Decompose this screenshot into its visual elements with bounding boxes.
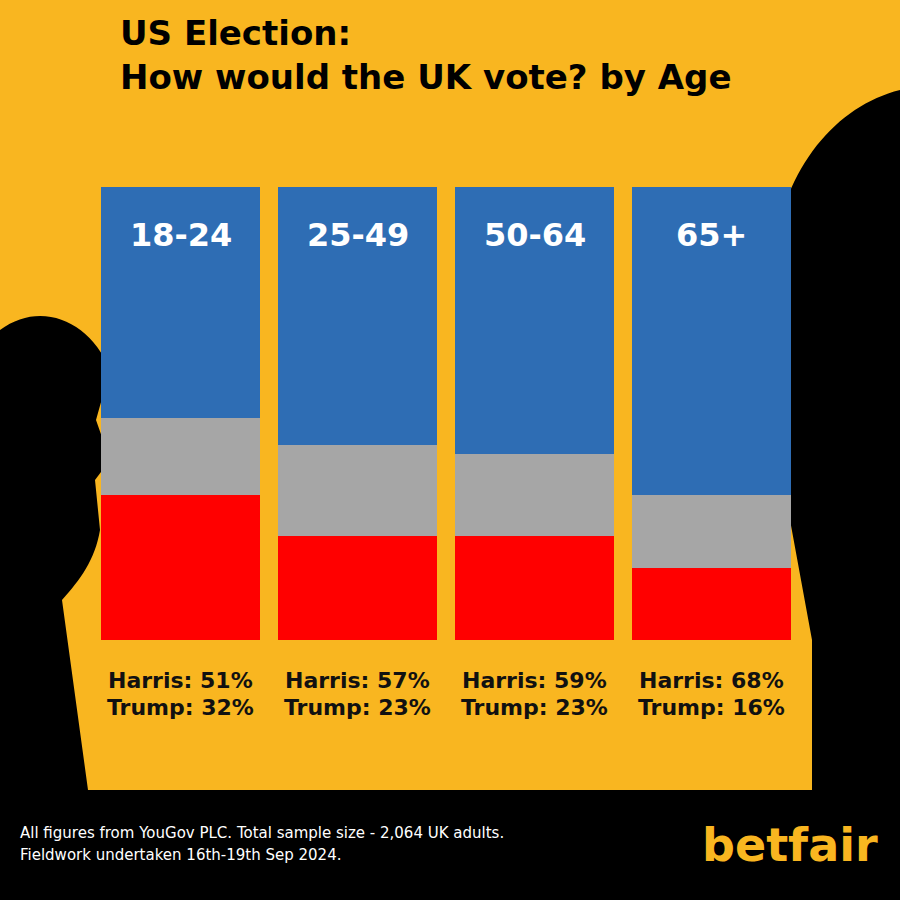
svg-text:US Election:How would the UK v: US Election:How would the UK vote? by Ag… — [120, 13, 731, 97]
svg-text:18-24: 18-24 — [130, 216, 232, 254]
svg-text:Harris: 51%: Harris: 51% — [108, 668, 253, 693]
svg-text:Fieldwork undertaken 16th-19th: Fieldwork undertaken 16th-19th Sep 2024. — [20, 846, 341, 864]
svg-text:betfair: betfair — [702, 818, 878, 872]
svg-text:Trump: 23%: Trump: 23% — [284, 695, 431, 720]
svg-text:Trump: 16%: Trump: 16% — [638, 695, 785, 720]
svg-text:50-64: 50-64 — [484, 216, 586, 254]
svg-text:Harris: 59%: Harris: 59% — [462, 668, 607, 693]
svg-text:Trump: 23%: Trump: 23% — [461, 695, 608, 720]
svg-text:Harris: 68%: Harris: 68% — [639, 668, 784, 693]
svg-text:Trump: 32%: Trump: 32% — [107, 695, 254, 720]
svg-text:25-49: 25-49 — [307, 216, 409, 254]
svg-text:All figures from YouGov PLC. T: All figures from YouGov PLC. Total sampl… — [20, 824, 504, 842]
svg-text:Harris: 57%: Harris: 57% — [285, 668, 430, 693]
svg-text:65+: 65+ — [676, 216, 747, 254]
